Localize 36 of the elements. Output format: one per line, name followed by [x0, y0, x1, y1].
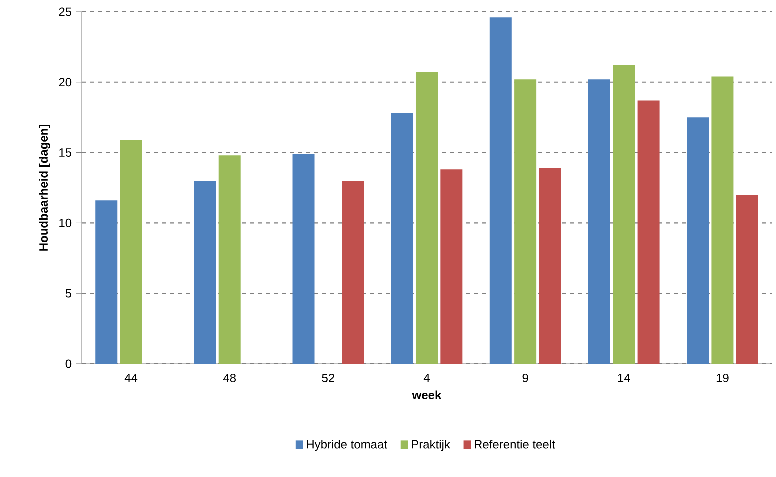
- x-tick-label: 44: [124, 374, 138, 382]
- x-tick-label: 19: [716, 374, 729, 382]
- bar: [514, 80, 537, 364]
- legend-label: Praktijk: [412, 440, 450, 452]
- y-axis-title: Houdbaarheid [dagen]: [39, 125, 50, 251]
- x-tick-label: 14: [618, 374, 630, 382]
- y-tick-label: 25: [59, 8, 72, 16]
- bar: [218, 156, 241, 364]
- y-tick-label: 5: [66, 289, 72, 298]
- x-tick-label: 52: [322, 374, 334, 382]
- bar: [120, 140, 142, 364]
- x-tick-label: 48: [223, 374, 236, 382]
- legend-label: Referentie teelt: [475, 440, 556, 449]
- bar: [292, 154, 315, 364]
- bar: [194, 180, 216, 364]
- bar: [391, 113, 414, 364]
- y-tick-label: 0: [66, 360, 72, 368]
- bar: [539, 168, 562, 364]
- bar: [342, 180, 364, 364]
- y-tick-label: 15: [60, 148, 72, 157]
- y-tick-label: 10: [60, 218, 72, 228]
- bar: [687, 118, 710, 364]
- y-tick-label: 20: [59, 78, 72, 87]
- x-axis-title: week: [412, 390, 442, 400]
- bar: [96, 200, 118, 364]
- x-tick-label: 4: [424, 374, 430, 382]
- x-tick-label: 9: [522, 374, 528, 382]
- bar: [712, 76, 734, 364]
- legend-label: Hybride tomaat: [307, 440, 388, 452]
- bar: [440, 170, 463, 364]
- bar: [613, 65, 636, 364]
- bar: [588, 80, 610, 364]
- bar: [638, 100, 660, 364]
- bar: [736, 195, 758, 364]
- bar: [416, 72, 438, 364]
- bar: [490, 18, 512, 364]
